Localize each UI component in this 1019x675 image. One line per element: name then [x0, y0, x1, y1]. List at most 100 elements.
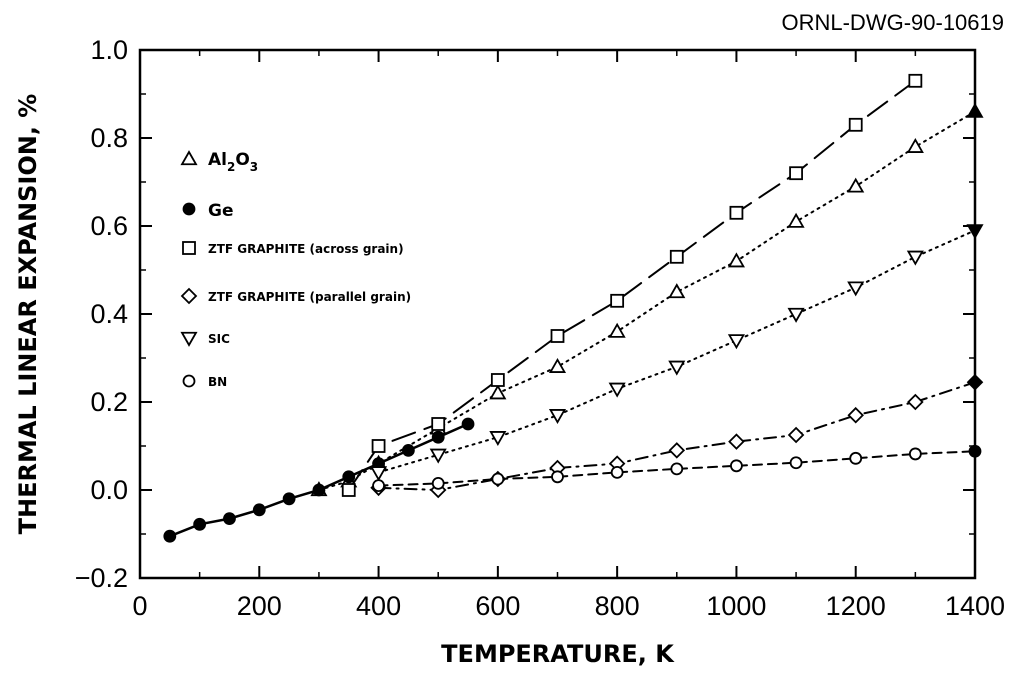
data-point-bn: [968, 444, 982, 458]
data-point-ztf_across: [669, 249, 684, 264]
data-point-ge: [431, 430, 445, 444]
data-point-ztf_parallel: [728, 433, 745, 450]
data-point-sic: [429, 448, 447, 464]
drawing-id: ORNL-DWG-90-10619: [781, 10, 1004, 35]
series-ztf_across: [341, 73, 923, 497]
data-point-bn: [610, 465, 624, 479]
data-point-ztf_across: [729, 205, 744, 220]
legend-marker-ztf_across: [182, 241, 196, 255]
legend-label-bn: BN: [208, 375, 227, 389]
y-axis-title: THERMAL LINEAR EXPANSION, %: [14, 94, 42, 535]
x-axis: 0 200 400 600 800 1000 1200 1400: [132, 50, 1005, 621]
legend: Al2O3 Ge ZTF GRAPHITE (across grain) ZTF…: [180, 150, 411, 389]
legend-marker-al2o3: [180, 150, 198, 166]
y-tick-label: 0.6: [90, 211, 128, 241]
legend-label-al2o3: Al2O3: [208, 150, 258, 174]
series-bn: [372, 444, 982, 493]
series-line-ge: [168, 422, 470, 538]
data-point-ge: [342, 470, 356, 484]
data-point-al2o3: [966, 102, 984, 118]
x-tick-label: 1000: [706, 591, 766, 621]
series-line-sic: [377, 229, 976, 474]
data-point-ztf_across: [848, 117, 863, 132]
data-point-al2o3: [727, 252, 745, 268]
data-point-bn: [491, 472, 505, 486]
x-tick-label: 1400: [945, 591, 1005, 621]
data-point-sic: [847, 281, 865, 297]
data-point-ztf_across: [341, 483, 356, 497]
data-point-ztf_across: [789, 166, 803, 181]
data-point-ge: [401, 443, 415, 457]
legend-marker-ztf_parallel: [180, 287, 198, 305]
data-point-al2o3: [608, 322, 626, 338]
legend-label-ge: Ge: [208, 201, 233, 221]
series-line-al2o3: [317, 110, 976, 491]
legend-marker-bn: [182, 374, 196, 388]
data-point-sic: [370, 466, 388, 482]
x-axis-title: TEMPERATURE, K: [441, 640, 675, 668]
data-point-sic: [906, 250, 924, 266]
series-al2o3: [310, 102, 984, 497]
y-tick-label: 1.0: [90, 35, 128, 65]
data-point-ge: [193, 517, 207, 531]
series-layer: [163, 73, 984, 543]
data-point-ztf_across: [908, 73, 923, 88]
x-tick-label: 400: [356, 591, 401, 621]
data-point-bn: [849, 451, 863, 465]
data-point-sic: [608, 382, 626, 398]
x-tick-label: 600: [475, 591, 520, 621]
data-point-al2o3: [906, 137, 924, 153]
data-point-ge: [461, 417, 475, 431]
data-point-ge: [163, 529, 177, 543]
x-tick-label: 0: [132, 591, 147, 621]
data-point-sic: [548, 409, 567, 425]
legend-label-sic: SIC: [208, 332, 230, 346]
x-tick-label: 800: [595, 591, 640, 621]
data-point-sic: [668, 360, 686, 376]
data-point-sic: [489, 431, 507, 447]
data-point-al2o3: [668, 283, 686, 299]
data-point-ztf_across: [610, 293, 625, 308]
data-point-bn: [730, 459, 743, 473]
data-point-al2o3: [548, 357, 567, 373]
data-point-bn: [372, 479, 385, 493]
series-line-ztf_across: [347, 79, 917, 491]
data-point-ztf_across: [431, 417, 446, 431]
data-point-bn: [551, 470, 564, 484]
legend-marker-sic: [180, 331, 198, 347]
data-point-bn: [670, 462, 684, 476]
data-point-sic: [966, 224, 984, 240]
legend-label-ztf-across: ZTF GRAPHITE (across grain): [208, 242, 404, 256]
y-tick-label: 0.8: [90, 123, 128, 153]
data-point-ztf_parallel: [907, 393, 924, 411]
data-point-sic: [727, 334, 745, 350]
data-point-ztf_across: [490, 373, 505, 387]
data-point-ztf_across: [371, 439, 386, 453]
x-tick-label: 1200: [826, 591, 886, 621]
y-tick-label: 0.2: [90, 387, 128, 417]
data-point-sic: [787, 307, 805, 323]
legend-item-al2o3: Al2O3: [208, 150, 258, 174]
legend-marker-ge: [182, 202, 196, 216]
data-point-ge: [223, 512, 236, 525]
data-point-bn: [789, 456, 803, 470]
data-point-al2o3: [489, 384, 507, 400]
data-point-ztf_parallel: [847, 406, 864, 424]
legend-label-ztf-parallel: ZTF GRAPHITE (parallel grain): [208, 290, 411, 304]
series-ztf_parallel: [370, 373, 984, 499]
y-tick-label: −0.2: [75, 563, 128, 593]
y-tick-label: 0.4: [90, 299, 128, 329]
data-point-bn: [908, 447, 922, 461]
x-tick-label: 200: [237, 591, 282, 621]
series-line-ztf_parallel: [377, 381, 976, 492]
data-point-ztf_across: [550, 329, 565, 343]
y-axis: −0.2 0.0 0.2 0.4 0.6 0.8 1.0: [75, 35, 975, 593]
data-point-ge: [252, 503, 266, 517]
data-point-ge: [312, 483, 326, 497]
series-sic: [370, 224, 984, 482]
data-point-al2o3: [847, 177, 865, 193]
data-point-ztf_parallel: [966, 373, 984, 391]
y-tick-label: 0.0: [90, 475, 128, 505]
data-point-ztf_parallel: [668, 442, 686, 459]
